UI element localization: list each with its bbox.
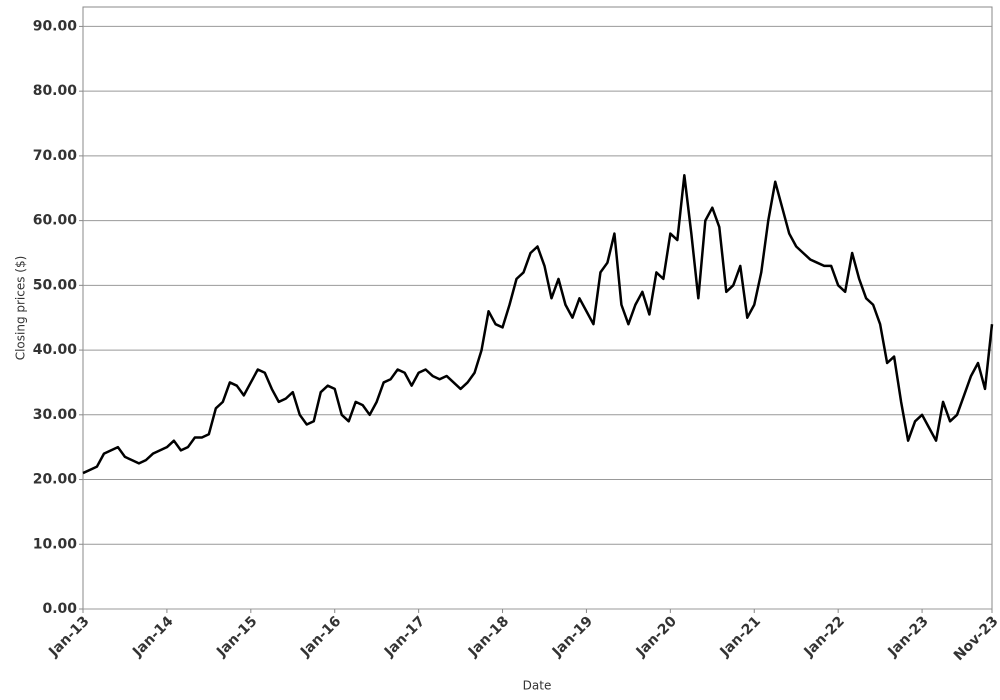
y-tick-label: 60.00	[33, 213, 78, 229]
x-tick-label: Jan-13	[45, 613, 92, 660]
plot-frame	[82, 6, 993, 610]
y-tick-label: 80.00	[33, 83, 78, 99]
price-line	[82, 174, 994, 475]
x-tick-label: Jan-23	[884, 613, 931, 660]
x-tick-label: Jan-15	[213, 613, 260, 660]
x-tick-label: Nov-23	[951, 613, 1000, 664]
x-tick-label: Jan-14	[129, 613, 176, 660]
x-tick-label: Jan-22	[801, 613, 848, 660]
y-tick-label: 30.00	[33, 407, 78, 423]
y-tick-label: 20.00	[33, 472, 78, 488]
y-tick-label: 90.00	[33, 18, 78, 34]
x-tick-label: Jan-19	[549, 613, 596, 660]
x-tick-label: Jan-16	[297, 613, 344, 660]
y-tick-label: 10.00	[33, 536, 78, 552]
y-tick-label: 50.00	[33, 277, 78, 293]
x-tick-label: Jan-18	[465, 613, 512, 660]
y-tick-label: 40.00	[33, 342, 78, 358]
x-axis-title: Date	[523, 679, 552, 693]
x-tick-label: Jan-17	[381, 613, 428, 660]
x-tick-label: Jan-20	[633, 613, 680, 660]
y-axis-title: Closing prices ($)	[14, 256, 28, 361]
y-tick-label: 0.00	[42, 601, 77, 617]
y-tick-label: 70.00	[33, 148, 78, 164]
x-tick-label: Jan-21	[717, 613, 764, 660]
